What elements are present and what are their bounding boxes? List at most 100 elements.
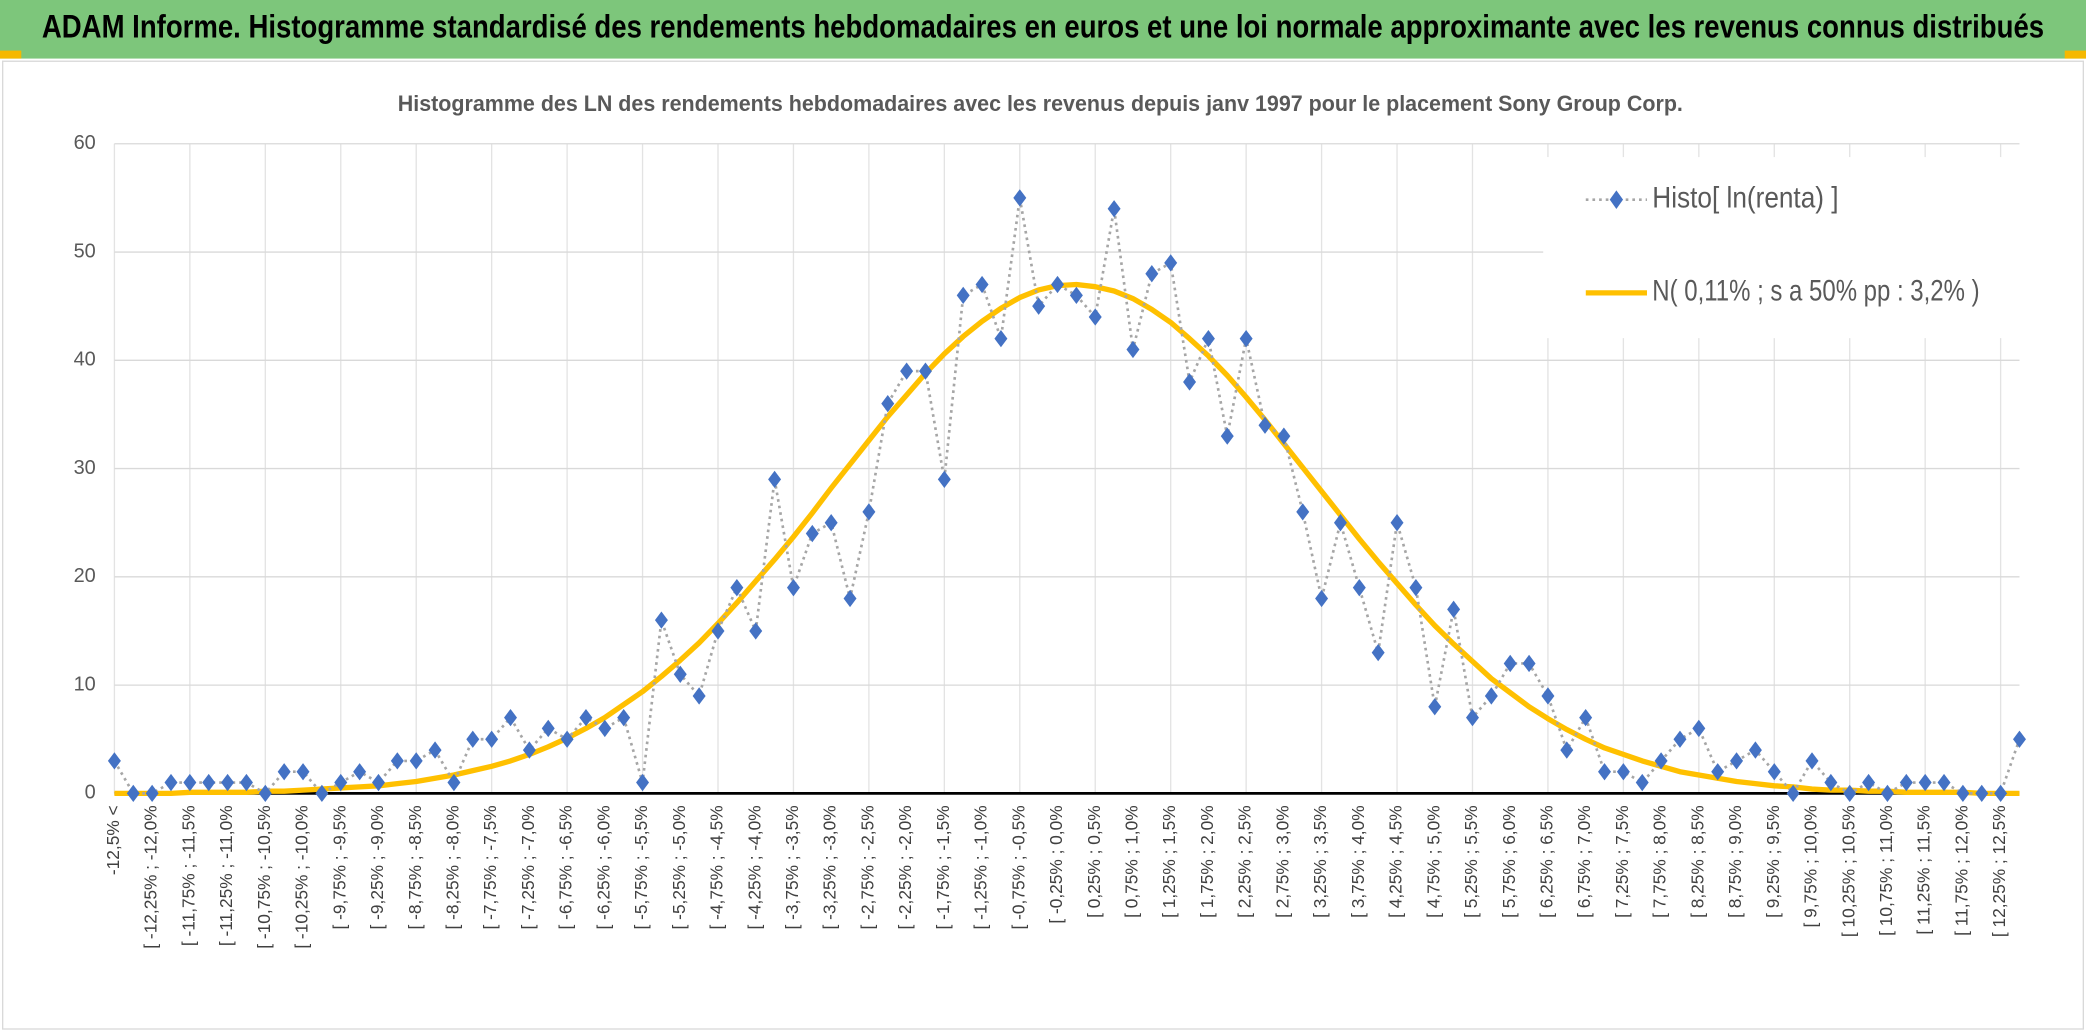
x-tick-label: [ -10,25% ; -10,0% — [292, 805, 312, 948]
data-point — [560, 730, 574, 748]
x-tick-label: [ 11,25% ; 11,5% — [1914, 805, 1934, 934]
x-tick-label: [ 6,25% ; 6,5% — [1536, 805, 1556, 918]
data-point — [1843, 784, 1857, 803]
x-tick-label: [ 3,25% ; 3,5% — [1310, 805, 1330, 918]
data-point — [937, 470, 951, 489]
y-tick-label: 0 — [85, 782, 96, 804]
data-point — [673, 665, 687, 683]
data-point — [1598, 763, 1612, 781]
data-point — [258, 784, 272, 803]
data-point — [1654, 752, 1668, 770]
x-tick-label: [ -8,75% ; -8,5% — [405, 805, 425, 929]
data-point — [1013, 189, 1027, 207]
data-point — [900, 362, 914, 380]
data-point — [843, 589, 857, 608]
x-tick-label: [ 10,75% ; 11,0% — [1876, 805, 1896, 935]
x-tick-label: [ 9,75% ; 10,0% — [1801, 805, 1821, 927]
x-tick-label: [ -5,25% ; -5,0% — [669, 805, 689, 929]
data-point — [1069, 286, 1083, 304]
x-tick-label: [ 2,25% ; 2,5% — [1235, 805, 1255, 918]
legend-label: N( 0,11% ; s a 50% pp : 3,2% ) — [1652, 276, 1979, 308]
x-tick-label: [ 8,75% ; 9,0% — [1725, 805, 1745, 918]
data-point — [1748, 741, 1762, 759]
header-title: ADAM Informe. Histogramme standardisé de… — [42, 9, 2044, 45]
x-tick-label: [ -8,25% ; -8,0% — [442, 805, 462, 929]
data-point — [1484, 687, 1498, 705]
header-band — [0, 0, 2086, 59]
data-point — [975, 275, 989, 294]
data-point — [1616, 763, 1630, 781]
data-point — [1862, 773, 1876, 792]
corner-accent — [2064, 50, 2086, 59]
data-point — [1994, 784, 2008, 803]
data-point — [749, 622, 763, 640]
data-point — [409, 752, 423, 770]
data-point — [428, 741, 442, 759]
data-point — [1220, 427, 1234, 445]
data-point — [881, 394, 895, 413]
data-point — [371, 773, 385, 792]
legend: Histo[ ln(renta) ] N( 0,11% ; s a 50% pp … — [1543, 157, 2020, 339]
data-point — [183, 773, 197, 792]
x-tick-label: [ -3,25% ; -3,0% — [820, 805, 840, 929]
x-tick-label: [ 1,25% ; 1,5% — [1159, 805, 1179, 918]
data-point — [918, 362, 932, 380]
data-point — [692, 687, 706, 705]
data-point — [126, 784, 140, 803]
x-tick-label: [ 7,25% ; 7,5% — [1612, 805, 1632, 918]
y-tick-label: 50 — [74, 240, 96, 262]
x-tick-label: [ 12,25% ; 12,5% — [1989, 805, 2009, 937]
x-tick-label: [ -9,75% ; -9,5% — [329, 805, 349, 929]
x-tick-label: [ 0,25% ; 0,5% — [1084, 805, 1104, 918]
data-point — [768, 470, 782, 489]
data-point — [1880, 784, 1894, 803]
x-tick-label: [ 3,75% ; 4,0% — [1348, 805, 1368, 918]
data-point — [1918, 773, 1932, 792]
data-point — [1711, 763, 1725, 781]
x-tick-label: [ 1,75% ; 2,0% — [1197, 805, 1217, 918]
data-point — [1051, 275, 1065, 294]
x-tick-label: [ 5,25% ; 5,5% — [1461, 805, 1481, 918]
data-point — [1503, 654, 1517, 673]
data-point — [786, 579, 800, 597]
data-point — [315, 784, 329, 803]
x-tick-label: [ -1,25% ; -1,0% — [971, 805, 991, 929]
x-tick-label: [ 7,75% ; 8,0% — [1650, 805, 1670, 918]
data-point — [1975, 784, 1989, 803]
data-point — [1333, 514, 1347, 532]
data-point — [1145, 265, 1159, 283]
x-tick-label: [ 11,75% ; 12,0% — [1951, 805, 1971, 935]
x-tick-label: [ -3,75% ; -3,5% — [782, 805, 802, 929]
data-point — [824, 514, 838, 532]
x-tick-label: [ 6,75% ; 7,0% — [1574, 805, 1594, 918]
data-point — [730, 579, 744, 597]
x-tick-label: [ -0,25% ; 0,0% — [1046, 805, 1066, 923]
y-tick-label: 20 — [74, 565, 96, 587]
data-point — [956, 286, 970, 304]
data-point — [504, 708, 518, 727]
x-tick-label: [ -11,75% ; -11,5% — [178, 805, 198, 946]
x-tick-label: [ -0,75% ; -0,5% — [1008, 805, 1028, 929]
data-point — [2012, 730, 2026, 748]
data-point — [617, 708, 631, 727]
data-point — [862, 503, 876, 521]
x-tick-label: [ 4,75% ; 5,0% — [1423, 805, 1443, 918]
data-point — [447, 773, 461, 792]
x-tick-label: [ -1,75% ; -1,5% — [933, 805, 953, 929]
x-tick-label: -12,5% < — [103, 805, 123, 875]
x-tick-label: [ -6,25% ; -6,0% — [593, 805, 613, 929]
x-tick-label: [ -6,75% ; -6,5% — [556, 805, 576, 929]
x-tick-label: [ -12,25% ; -12,0% — [141, 805, 161, 948]
x-tick-label: [ -9,25% ; -9,0% — [367, 805, 387, 929]
data-point — [1088, 308, 1102, 326]
data-point — [485, 730, 499, 748]
x-tick-label: [ 5,75% ; 6,0% — [1499, 805, 1519, 918]
data-point — [1239, 330, 1253, 348]
data-point — [1786, 784, 1800, 803]
y-tick-label: 60 — [74, 132, 96, 154]
data-point — [107, 752, 121, 770]
data-point — [202, 773, 216, 792]
data-point — [1579, 708, 1593, 727]
data-point — [1371, 643, 1385, 662]
